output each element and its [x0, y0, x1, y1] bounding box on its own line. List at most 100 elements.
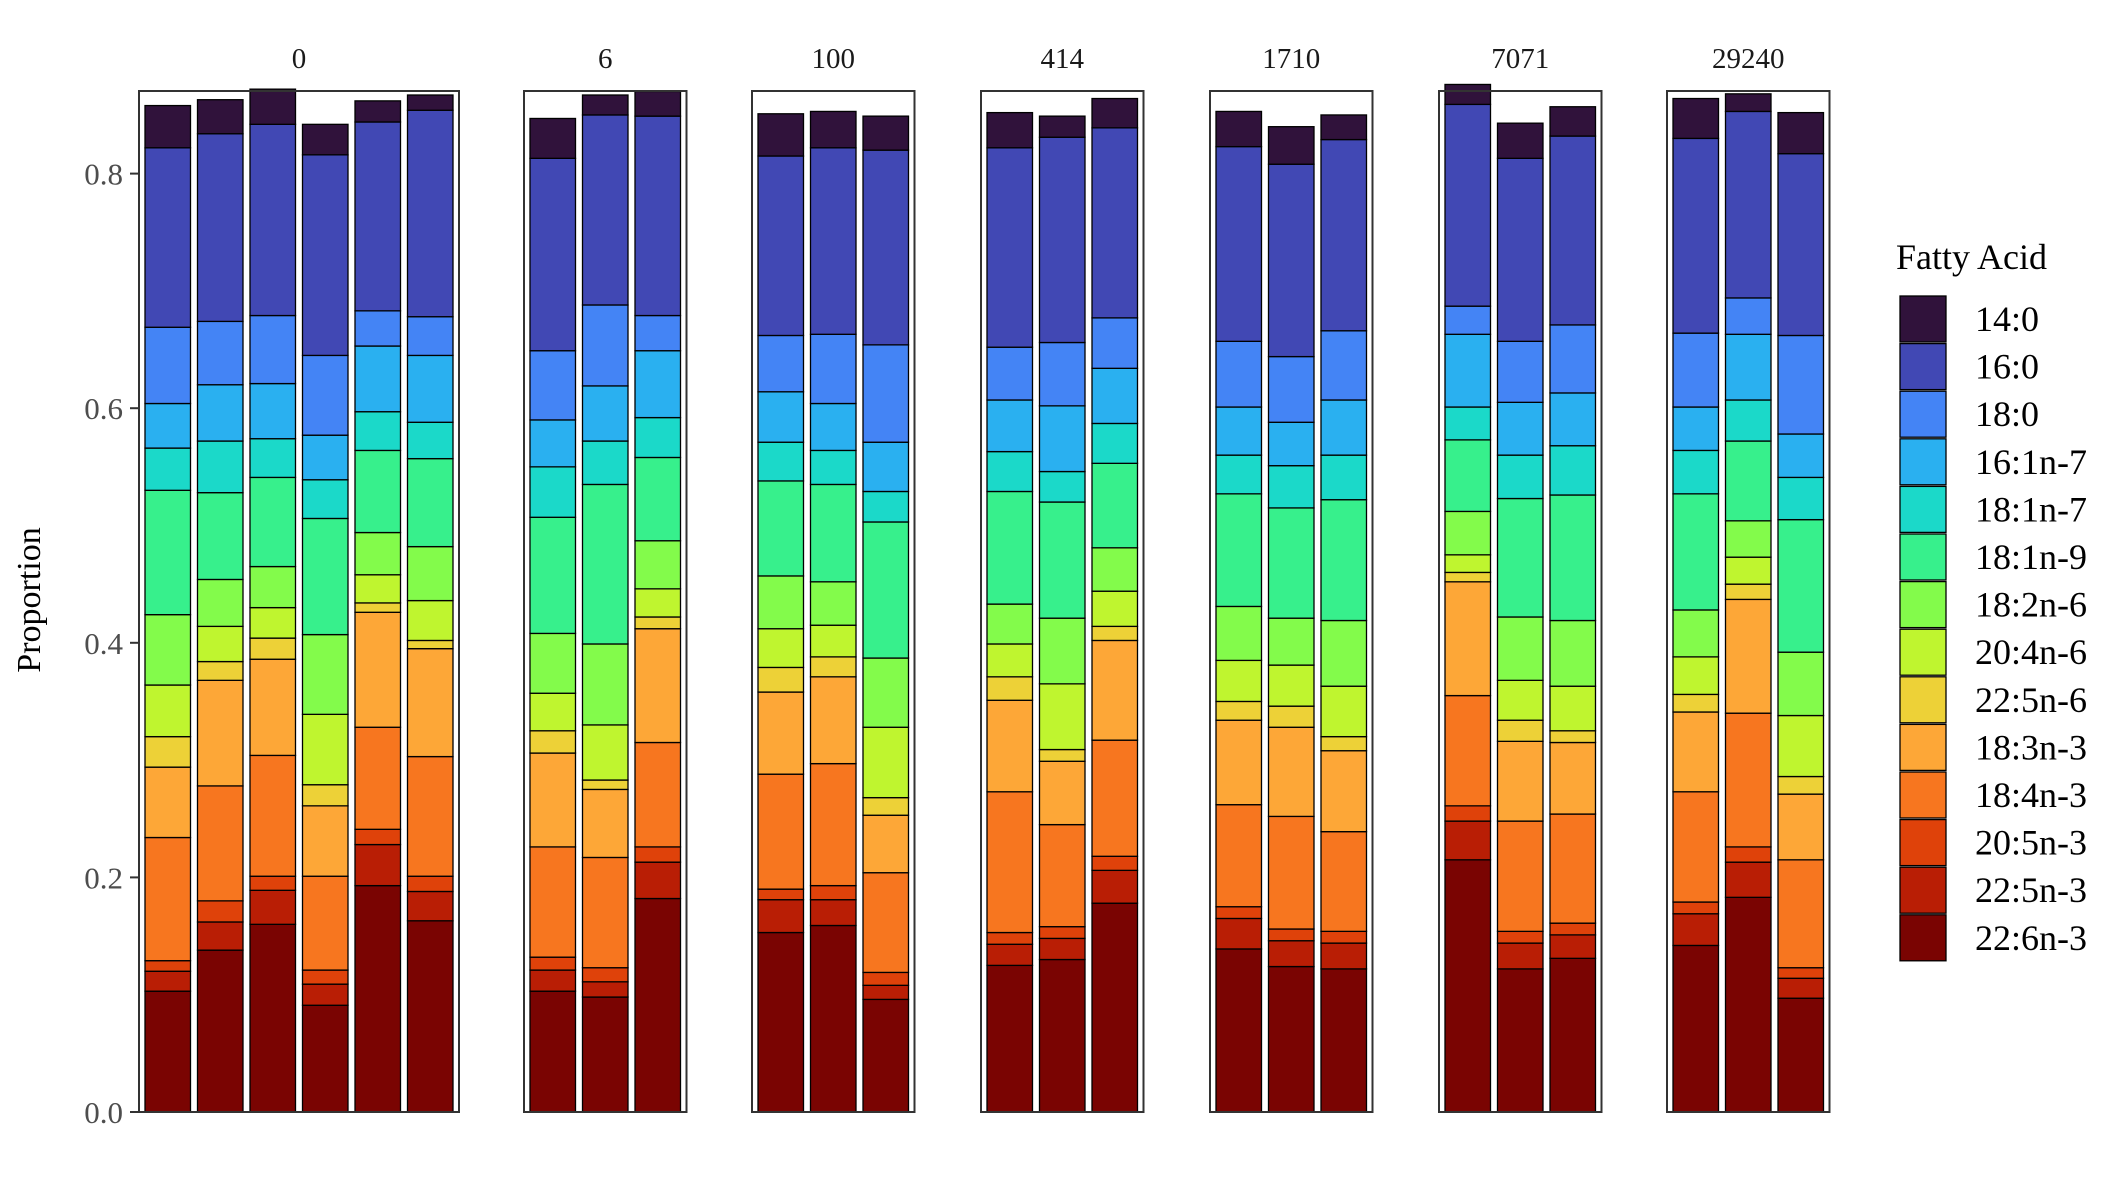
- bar-segment: [1496, 968, 1544, 1113]
- y-axis-title: Proportion: [11, 527, 48, 672]
- legend-item: 16:0: [1899, 342, 2039, 391]
- bar-segment: [529, 969, 577, 992]
- bar-segment: [862, 971, 910, 986]
- bar-segment: [1777, 859, 1825, 969]
- bar-segment: [862, 149, 910, 346]
- legend-label: 22:6n-3: [1975, 918, 2087, 958]
- bar-segment: [986, 699, 1034, 793]
- stacked-bar: [1549, 106, 1597, 1113]
- facet-label: 414: [1041, 43, 1085, 75]
- bar-segment: [862, 984, 910, 1001]
- bar-segment: [1215, 406, 1263, 456]
- bar-segment: [1672, 656, 1720, 696]
- legend-items: 14:0 16:0 18:0 16:1n-7 18:1n-7 18:1n-9 18:2n-6…: [1899, 295, 2087, 962]
- bar-segment: [406, 755, 454, 877]
- bar-segment: [809, 333, 857, 405]
- bar-segment: [1672, 406, 1720, 452]
- legend-item: 18:3n-3: [1899, 723, 2087, 772]
- bar-segment: [1215, 719, 1263, 806]
- bar-segment: [1724, 861, 1772, 898]
- bar-segment: [1215, 340, 1263, 408]
- legend-item: 22:6n-3: [1899, 914, 2087, 962]
- bar-segment: [249, 88, 297, 125]
- legend-label: 16:0: [1975, 347, 2039, 387]
- bar-segment: [757, 628, 805, 669]
- bar-segment: [1320, 968, 1368, 1113]
- stacked-bar: [354, 100, 402, 1113]
- bar-segment: [809, 581, 857, 626]
- bar-segment: [1777, 967, 1825, 979]
- bar-segment: [1444, 333, 1492, 408]
- bar-segment: [757, 334, 805, 393]
- bar-segment: [1777, 518, 1825, 653]
- bar-segment: [1320, 750, 1368, 833]
- bar-segment: [1038, 470, 1086, 503]
- bar-segment: [1549, 934, 1597, 959]
- bar-segment: [757, 666, 805, 693]
- bar-segment: [406, 109, 454, 318]
- bar-segment: [406, 316, 454, 357]
- stacked-bar: [634, 90, 682, 1113]
- bar-segment: [862, 726, 910, 799]
- bar-segment: [1724, 110, 1772, 299]
- bar-segment: [406, 648, 454, 758]
- bar-segment: [1267, 965, 1315, 1113]
- panel-border: [751, 90, 916, 1113]
- bar-segment: [986, 111, 1034, 149]
- facet-panel: 29240: [1666, 43, 1831, 1113]
- legend-item: 20:4n-6: [1899, 628, 2087, 676]
- bar-segment: [1724, 333, 1772, 401]
- legend-label: 20:5n-3: [1975, 823, 2087, 863]
- bar-segment: [1496, 122, 1544, 160]
- bar-segment: [406, 545, 454, 602]
- bar-segment: [1724, 520, 1772, 558]
- bar-segment: [1444, 820, 1492, 861]
- bar-segment: [1320, 399, 1368, 456]
- bar-segment: [1444, 305, 1492, 335]
- bar-segment: [1091, 97, 1139, 129]
- legend-item: 20:5n-3: [1899, 818, 2087, 867]
- bar-segment: [986, 791, 1034, 934]
- bar-segment: [986, 643, 1034, 678]
- bar-segment: [1496, 157, 1544, 342]
- stacked-bar: [581, 94, 629, 1113]
- bar-segment: [354, 449, 402, 534]
- stacked-bar: [1724, 93, 1772, 1113]
- bar-segment: [1267, 126, 1315, 165]
- bar-segment: [301, 805, 349, 877]
- bar-segment: [196, 133, 244, 323]
- bar-segment: [862, 814, 910, 874]
- bar-segment: [529, 117, 577, 160]
- facet-panel: 0: [138, 43, 460, 1113]
- bar-segment: [1038, 823, 1086, 928]
- bar-segment: [862, 657, 910, 728]
- legend-item: 14:0: [1899, 295, 2039, 343]
- bar-segment: [1444, 83, 1492, 106]
- bar-segment: [529, 730, 577, 754]
- bar-segment: [986, 603, 1034, 645]
- legend-item: 18:1n-7: [1899, 485, 2087, 534]
- legend-label: 22:5n-3: [1975, 870, 2087, 910]
- bar-segment: [354, 602, 402, 613]
- bar-segment: [757, 575, 805, 630]
- legend-label: 18:0: [1975, 394, 2039, 434]
- legend-swatch: [1899, 818, 1947, 867]
- legend-item: 18:2n-6: [1899, 580, 2087, 629]
- facet-panel: 414: [980, 43, 1145, 1113]
- bar-segment: [144, 104, 192, 149]
- bar-segment: [1091, 869, 1139, 904]
- legend-swatch: [1899, 866, 1947, 914]
- bar-segment: [1672, 332, 1720, 408]
- bar-segment: [406, 599, 454, 642]
- y-axis: 0.0 0.2 0.4 0.6 0.8: [84, 157, 139, 1130]
- bar-segment: [1038, 341, 1086, 407]
- bar-segment: [1091, 902, 1139, 1113]
- bar-segment: [581, 114, 629, 306]
- bar-segment: [1724, 93, 1772, 113]
- bar-segment: [581, 856, 629, 969]
- bar-segment: [581, 385, 629, 442]
- bar-segment: [196, 578, 244, 628]
- bar-segment: [1724, 399, 1772, 442]
- bar-segment: [249, 123, 297, 317]
- bar-segment: [196, 440, 244, 494]
